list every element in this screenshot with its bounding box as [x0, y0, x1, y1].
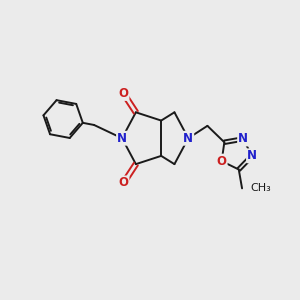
Text: N: N	[238, 133, 248, 146]
Text: CH₃: CH₃	[250, 183, 271, 193]
Text: O: O	[217, 154, 227, 168]
Text: N: N	[247, 149, 257, 162]
Text: N: N	[183, 132, 193, 145]
Text: O: O	[118, 176, 128, 190]
Text: N: N	[117, 132, 127, 145]
Text: O: O	[118, 87, 128, 100]
